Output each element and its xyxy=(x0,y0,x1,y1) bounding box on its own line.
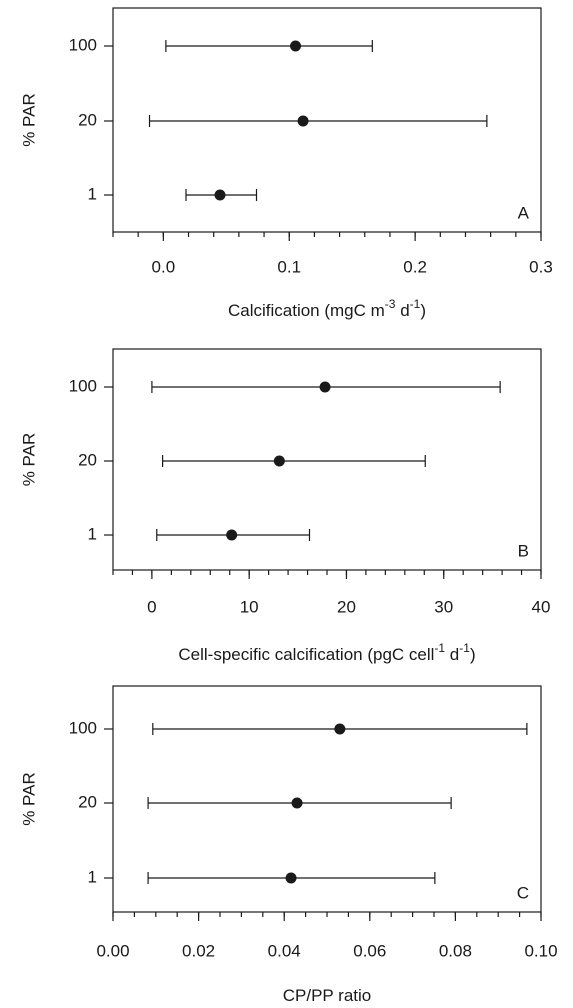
label-part: Cell-specific calcification (pgC cell xyxy=(178,645,434,664)
x-tick-label: 0.00 xyxy=(96,941,129,960)
superscript: -3 xyxy=(385,297,396,311)
x-tick-label: 0.04 xyxy=(268,941,301,960)
y-tick-label: 20 xyxy=(78,110,97,129)
dot xyxy=(290,40,302,52)
x-tick-label: 10 xyxy=(240,597,259,616)
y-axis-label: % PAR xyxy=(19,772,38,826)
superscript: -1 xyxy=(434,641,445,655)
y-axis-label: % PAR xyxy=(19,433,38,487)
dot xyxy=(334,723,346,735)
y-tick-label: 100 xyxy=(69,35,97,54)
x-tick-label: 0.06 xyxy=(353,941,386,960)
y-tick-label: 20 xyxy=(78,450,97,469)
label-part: ) xyxy=(470,645,476,664)
panel-label: A xyxy=(518,203,530,222)
plot-frame xyxy=(112,7,542,233)
dot xyxy=(273,455,285,467)
label-part: CP/PP ratio xyxy=(283,986,372,1005)
y-tick-label: 1 xyxy=(88,867,97,886)
y-tick-label: 100 xyxy=(69,718,97,737)
x-tick-label: 0.3 xyxy=(529,257,553,276)
x-axis-label: Cell-specific calcification (pgC cell-1 … xyxy=(178,641,475,664)
x-tick-label: 40 xyxy=(532,597,551,616)
x-tick-label: 0 xyxy=(147,597,156,616)
panel-label: B xyxy=(518,541,529,560)
dot xyxy=(319,381,331,393)
x-tick-label: 0.02 xyxy=(182,941,215,960)
x-axis-label: Calcification (mgC m-3 d-1) xyxy=(228,297,426,320)
x-tick-label: 0.2 xyxy=(403,257,427,276)
label-part: Calcification (mgC m xyxy=(228,301,385,320)
dot xyxy=(291,797,303,809)
label-part: ) xyxy=(420,301,426,320)
y-tick-label: 1 xyxy=(88,524,97,543)
y-tick-label: 1 xyxy=(88,184,97,203)
x-tick-label: 0.1 xyxy=(277,257,301,276)
dot xyxy=(285,872,297,884)
label-part: d xyxy=(395,301,409,320)
y-tick-label: 20 xyxy=(78,792,97,811)
dot xyxy=(214,189,226,201)
x-tick-label: 0.10 xyxy=(524,941,557,960)
y-tick-label: 100 xyxy=(69,376,97,395)
dot xyxy=(226,529,238,541)
x-tick-label: 0.0 xyxy=(152,257,176,276)
x-tick-label: 20 xyxy=(337,597,356,616)
superscript: -1 xyxy=(410,297,421,311)
x-axis-label: CP/PP ratio xyxy=(283,986,372,1005)
superscript: -1 xyxy=(459,641,470,655)
label-part: d xyxy=(445,645,459,664)
x-tick-label: 0.08 xyxy=(439,941,472,960)
y-axis-label: % PAR xyxy=(19,93,38,147)
x-tick-label: 30 xyxy=(434,597,453,616)
panel-label: C xyxy=(517,883,529,902)
dot xyxy=(297,115,309,127)
